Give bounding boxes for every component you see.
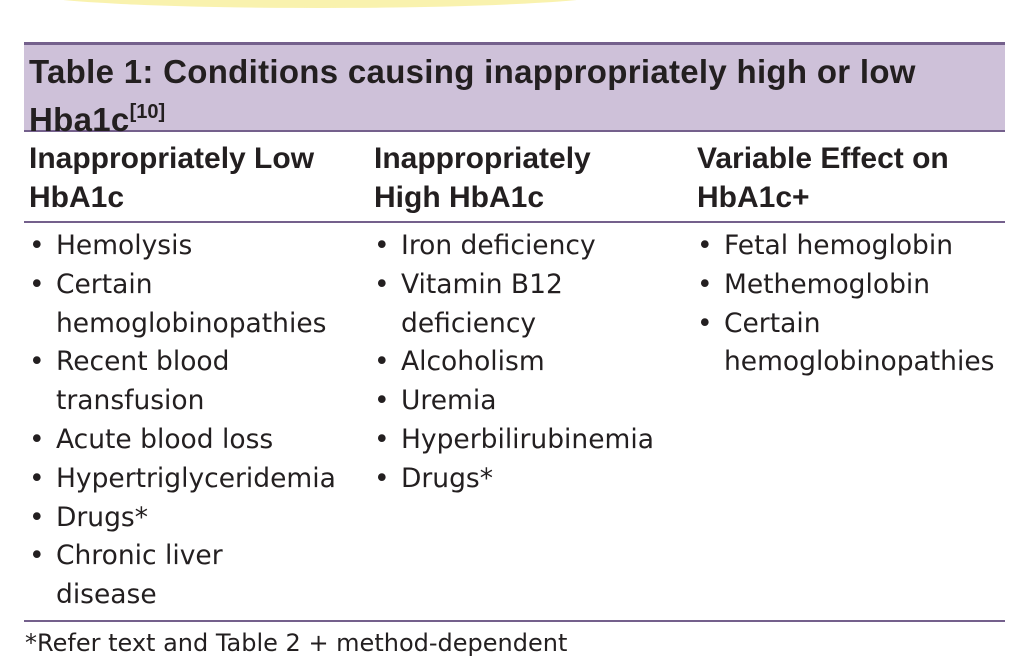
list-item: • Uremia xyxy=(374,382,692,421)
header-line: Inappropriately Low xyxy=(29,142,315,175)
list-item: • Hypertriglyceridemia xyxy=(29,460,369,499)
list-item-text: hemoglobinopathies xyxy=(56,307,327,339)
list-item-text: Chronic liver xyxy=(56,540,223,572)
table-title-text: Hba1c xyxy=(29,101,130,138)
conditions-table: Table 1: Conditions causing inappropriat… xyxy=(24,42,1005,658)
list-item-text: Hypertriglyceridemia xyxy=(56,462,336,494)
list-item-text: Methemoglobin xyxy=(724,268,931,300)
list-item: • Drugs* xyxy=(29,499,369,538)
list-item-text: Acute blood loss xyxy=(56,423,274,455)
table-title-line-2: Hba1c[10] xyxy=(29,92,1005,140)
list-item-text: Certain xyxy=(724,307,821,339)
bullet-icon: • xyxy=(29,230,45,261)
bullet-icon: • xyxy=(374,462,390,494)
header-line: Variable Effect on xyxy=(697,142,949,175)
list-item-text: hemoglobinopathies xyxy=(724,346,995,378)
list-item: • Alcoholism xyxy=(374,343,692,382)
bullet-icon: • xyxy=(374,385,390,417)
list-item: • Acute blood loss xyxy=(29,421,369,460)
list-item: • Recent blood transfusion xyxy=(29,343,369,421)
list-item-text: Hyperbilirubinemia xyxy=(401,423,654,455)
header-variable-effect: Variable Effect on HbA1c+ xyxy=(692,139,1005,221)
list-item: • Iron deficiency xyxy=(374,227,692,266)
list-item: • Drugs* xyxy=(374,460,692,499)
list-item-text: Iron deficiency xyxy=(401,230,596,261)
list-item-text: Drugs* xyxy=(401,462,493,494)
bullet-icon: • xyxy=(29,268,45,300)
list-item-text: Certain xyxy=(56,268,153,300)
table-footnote: *Refer text and Table 2 + method-depende… xyxy=(25,629,568,657)
header-line: Inappropriately xyxy=(374,142,591,175)
list-item-text: transfusion xyxy=(56,385,205,417)
bullet-icon: • xyxy=(29,462,45,494)
list-item-text: Hemolysis xyxy=(56,230,193,261)
bullet-icon: • xyxy=(697,230,713,261)
bullet-icon: • xyxy=(29,346,45,378)
list-item-text: Uremia xyxy=(401,385,497,417)
bullet-icon: • xyxy=(374,423,390,455)
list-item-text: Vitamin B12 xyxy=(401,268,563,300)
list-item: • Fetal hemoglobin xyxy=(697,227,1005,266)
bullet-icon: • xyxy=(374,230,390,261)
list-item: • Certain hemoglobinopathies xyxy=(697,305,1005,383)
list-item-text: Fetal hemoglobin xyxy=(724,230,954,261)
bullet-icon: • xyxy=(29,423,45,455)
bullet-icon: • xyxy=(29,501,45,533)
header-line: High HbA1c xyxy=(374,181,545,214)
bullet-icon: • xyxy=(29,540,45,572)
condition-list: • Iron deficiency • Vitamin B12 deficiency • A… xyxy=(374,227,692,499)
list-item-text: Drugs* xyxy=(56,501,148,533)
list-item-text: disease xyxy=(56,579,157,611)
list-item: • Methemoglobin xyxy=(697,266,1005,305)
list-item: • Certain hemoglobinopathies xyxy=(29,266,369,344)
table-title: Table 1: Conditions causing inappropriat… xyxy=(24,42,1005,138)
list-item-text: deficiency xyxy=(401,307,537,339)
list-item: • Hemolysis xyxy=(29,227,369,266)
column-variable-effect: • Fetal hemoglobin • Methemoglobin • Certain h… xyxy=(692,227,1005,620)
condition-list: • Fetal hemoglobin • Methemoglobin • Certain h… xyxy=(697,227,1005,382)
condition-list: • Hemolysis • Certain hemoglobinopathies • Rec… xyxy=(29,227,369,615)
column-low-hba1c: • Hemolysis • Certain hemoglobinopathies • Rec… xyxy=(24,227,369,620)
list-item: • Chronic liver disease xyxy=(29,537,369,615)
bullet-icon: • xyxy=(697,307,713,339)
header-high-hba1c: Inappropriately High HbA1c xyxy=(369,139,692,221)
column-high-hba1c: • Iron deficiency • Vitamin B12 deficiency • A… xyxy=(369,227,692,620)
highlighter-mark xyxy=(30,0,610,8)
table-header-row: Inappropriately Low HbA1c Inappropriatel… xyxy=(24,132,1005,223)
list-item: • Hyperbilirubinemia xyxy=(374,421,692,460)
reference-superscript: [10] xyxy=(129,101,166,123)
bullet-icon: • xyxy=(374,346,390,378)
bullet-icon: • xyxy=(697,268,713,300)
list-item: • Vitamin B12 deficiency xyxy=(374,266,692,344)
header-low-hba1c: Inappropriately Low HbA1c xyxy=(24,139,369,221)
list-item-text: Recent blood xyxy=(56,346,230,378)
header-line: HbA1c xyxy=(29,181,125,214)
list-item-text: Alcoholism xyxy=(401,346,545,378)
bullet-icon: • xyxy=(374,268,390,300)
table-body-row: • Hemolysis • Certain hemoglobinopathies • Rec… xyxy=(24,223,1005,622)
header-line: HbA1c+ xyxy=(697,181,810,214)
table-title-line-1: Table 1: Conditions causing inappropriat… xyxy=(29,53,916,90)
